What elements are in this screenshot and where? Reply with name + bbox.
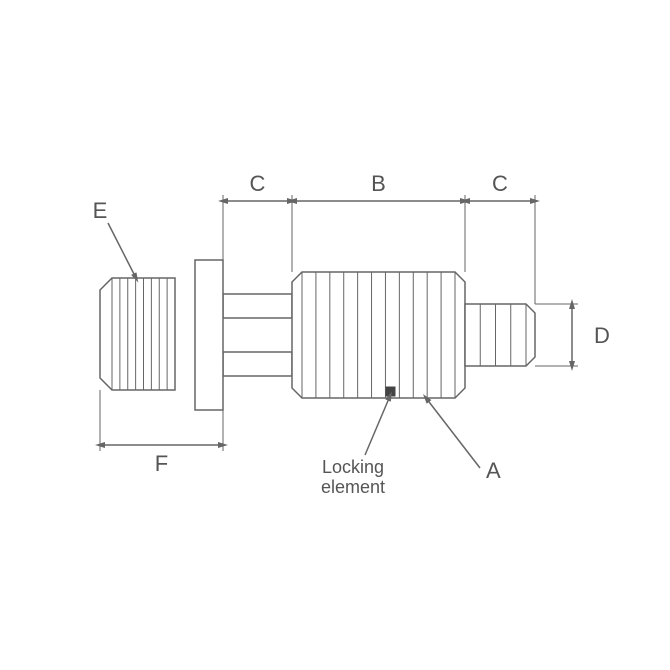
svg-text:C: C	[250, 171, 266, 196]
svg-text:A: A	[486, 458, 501, 483]
svg-text:D: D	[594, 323, 610, 348]
svg-text:F: F	[155, 451, 168, 476]
svg-text:Lockingelement: Lockingelement	[321, 457, 385, 497]
svg-text:E: E	[93, 198, 108, 223]
svg-text:B: B	[371, 171, 386, 196]
svg-text:C: C	[492, 171, 508, 196]
